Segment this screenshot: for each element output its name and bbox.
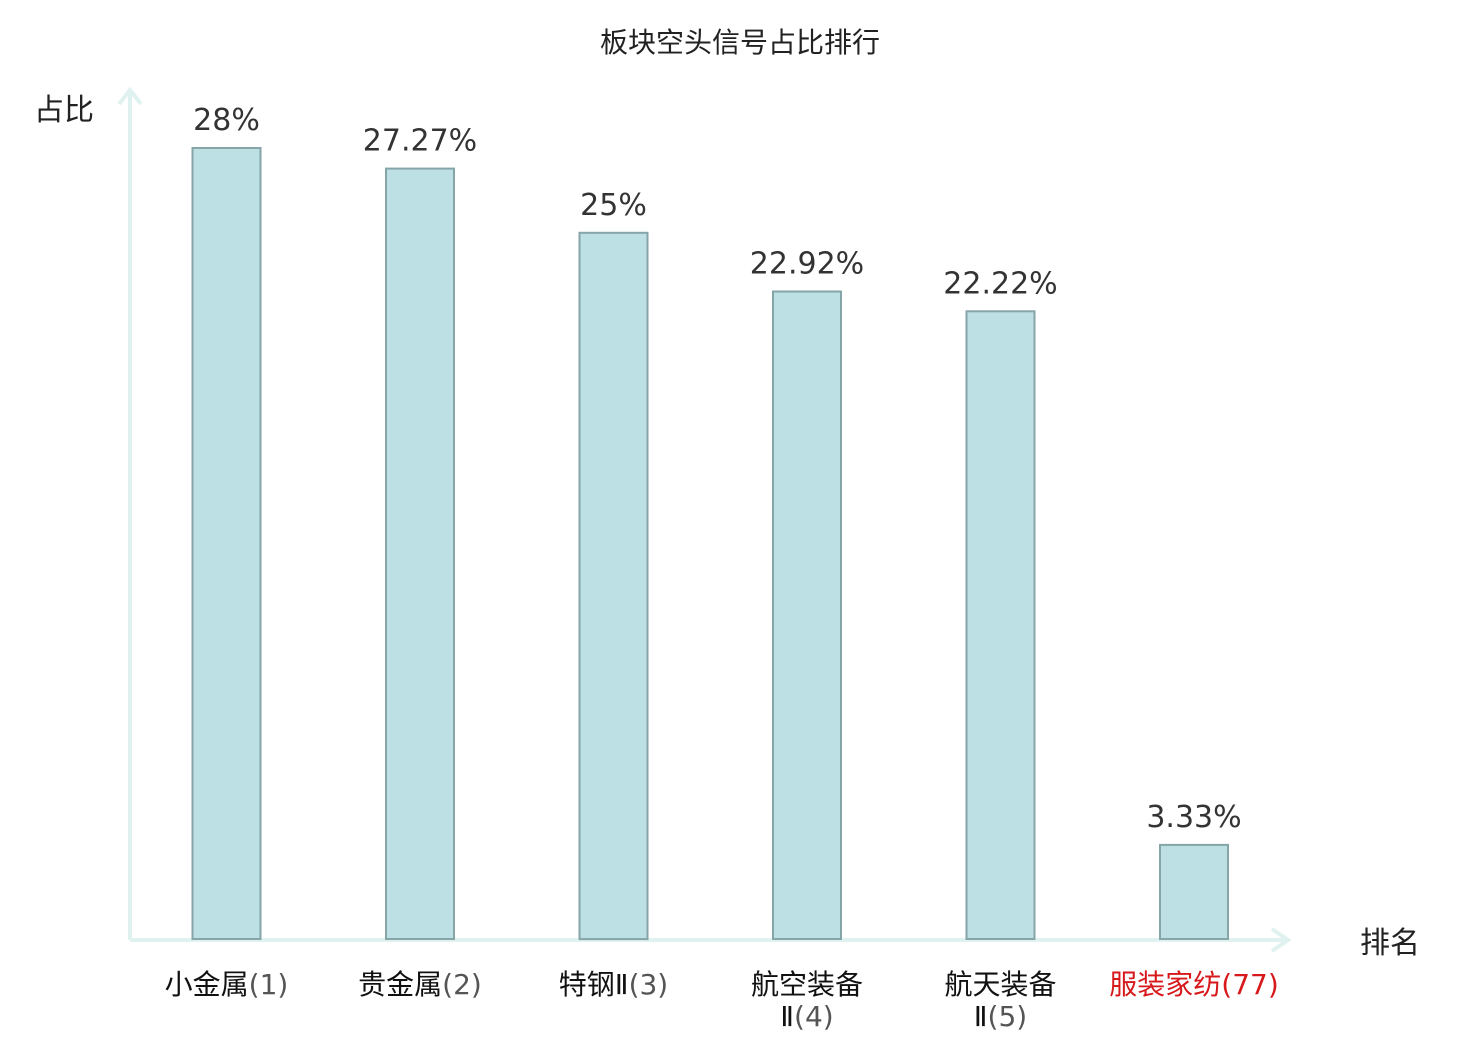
bar (772, 290, 842, 940)
x-tick-rank: (3) (629, 968, 669, 1001)
y-axis-label: 占比 (34, 93, 94, 128)
x-tick-name: 服装家纺 (1109, 968, 1221, 1001)
x-tick-label-line2: Ⅱ(4) (780, 1000, 833, 1033)
bar-value-label: 27.27% (363, 124, 477, 159)
x-tick-rank: (2) (442, 968, 482, 1001)
bar (578, 231, 649, 941)
bar-value-label: 22.92% (750, 247, 864, 282)
y-axis-arrow (117, 86, 143, 106)
x-tick-label: 贵金属(2) (358, 968, 482, 1001)
bar-value-label: 25% (580, 188, 647, 223)
category-labels-group: 小金属(1) 贵金属(2) 特钢Ⅱ(3) 航空装备 Ⅱ(4) 航天装备 Ⅱ(5) 服装家纺(7… (165, 968, 1279, 1033)
bar (1159, 843, 1229, 941)
bars-group (191, 147, 1229, 941)
bar-value-label: 22.22% (943, 266, 1057, 301)
x-tick-label: 航天装备 Ⅱ(5) (944, 968, 1056, 1033)
x-tick-label: 小金属(1) (165, 968, 289, 1001)
chart-title: 板块空头信号占比排行 (600, 26, 880, 59)
bar (965, 310, 1036, 940)
axes (117, 86, 1292, 953)
bar (385, 167, 455, 941)
x-tick-rank: (4) (794, 1000, 834, 1033)
x-tick-label: 航空装备 Ⅱ(4) (751, 968, 863, 1033)
x-tick-rank: (77) (1221, 968, 1278, 1001)
x-tick-label: 服装家纺(77) (1109, 968, 1279, 1001)
bar-value-label: 3.33% (1146, 800, 1241, 835)
bar (191, 147, 262, 940)
x-tick-name: 特钢Ⅱ (559, 968, 629, 1001)
x-tick-label-line2: Ⅱ(5) (974, 1000, 1027, 1033)
x-tick-rank: (5) (988, 1000, 1028, 1033)
x-tick-rank: (1) (249, 968, 289, 1001)
x-axis-arrow (1270, 927, 1292, 953)
x-tick-label: 特钢Ⅱ(3) (559, 968, 668, 1001)
x-tick-label-line1: 航天装备 (944, 968, 1056, 1001)
x-axis-label: 排名 (1360, 926, 1420, 961)
value-labels-group: 28% 27.27% 25% 22.92% 22.22% 3.33% (193, 103, 1242, 835)
x-tick-name: 贵金属 (358, 968, 442, 1001)
bar-value-label: 28% (193, 103, 260, 138)
x-tick-label-line1: 航空装备 (751, 968, 863, 1001)
x-tick-name: 小金属 (165, 968, 249, 1001)
